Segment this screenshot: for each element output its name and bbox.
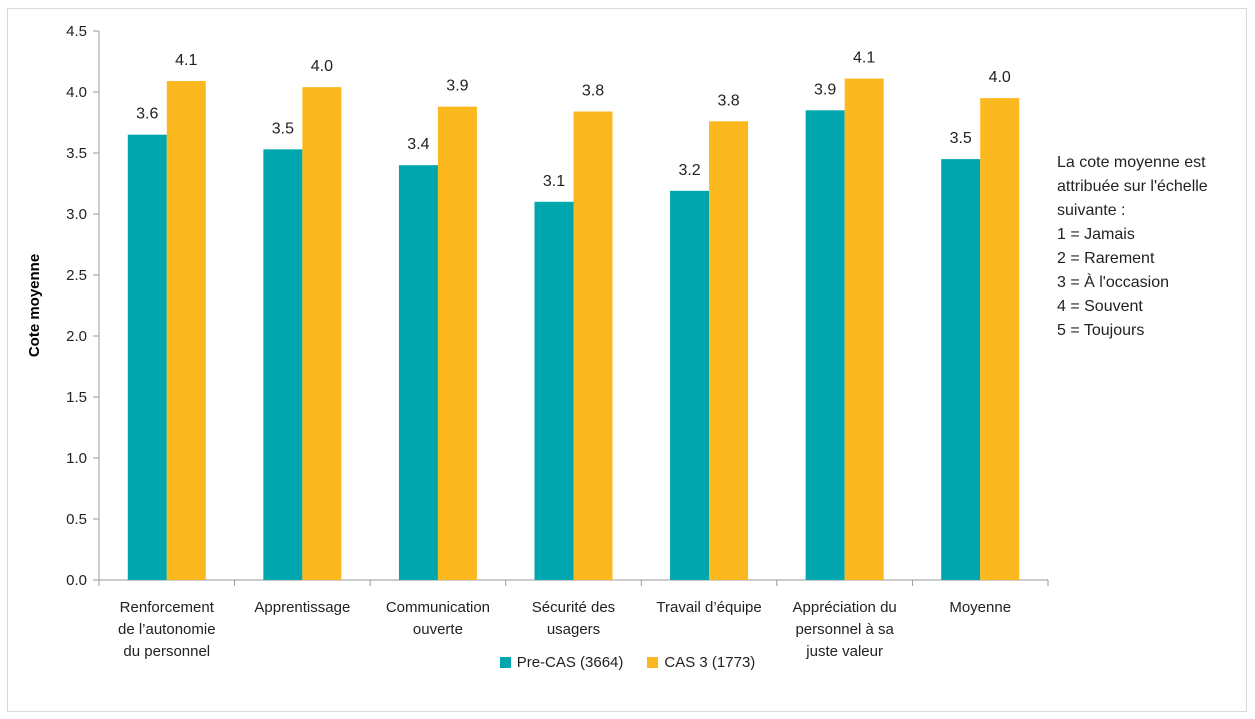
data-label: 4.0 <box>989 69 1011 86</box>
category-label: Renforcement <box>120 599 215 616</box>
data-label: 3.8 <box>582 83 604 100</box>
data-label: 4.1 <box>175 52 197 69</box>
category-label: juste valeur <box>805 643 883 660</box>
bar <box>302 87 342 581</box>
category-label: Travail d’équipe <box>656 599 761 616</box>
bar <box>670 190 710 580</box>
category-label: Apprentissage <box>254 599 350 616</box>
category-label: usagers <box>547 621 600 638</box>
bar <box>805 110 845 581</box>
data-label: 3.5 <box>950 130 972 147</box>
note-line: 3 = À l'occasion <box>1057 274 1170 291</box>
y-tick-label: 1.5 <box>66 389 87 406</box>
data-label: 3.8 <box>717 92 739 109</box>
y-tick-label: 1.0 <box>66 450 87 467</box>
note-line: 5 = Toujours <box>1057 322 1145 339</box>
data-label: 3.1 <box>543 173 565 190</box>
note-line: attribuée sur l'échelle <box>1057 178 1208 195</box>
category-label: Sécurité des <box>532 599 615 616</box>
legend: Pre-CAS (3664) CAS 3 (1773) <box>0 654 1255 671</box>
category-label: Communication <box>386 599 490 616</box>
data-label: 4.0 <box>311 58 333 75</box>
chart-frame <box>7 8 1247 712</box>
note-line: 1 = Jamais <box>1057 226 1135 243</box>
note-line: La cote moyenne est <box>1057 154 1206 171</box>
bar <box>437 106 477 580</box>
data-label: 3.5 <box>272 120 294 137</box>
bar <box>398 165 438 580</box>
bar <box>166 81 206 581</box>
y-tick-label: 0.5 <box>66 511 87 528</box>
scale-note: La cote moyenne est attribuée sur l'éche… <box>1057 151 1208 343</box>
legend-label-pre-cas: Pre-CAS (3664) <box>516 654 624 671</box>
legend-swatch-pre-cas <box>499 657 511 668</box>
legend-item-pre-cas: Pre-CAS (3664) <box>499 654 624 671</box>
data-label: 3.9 <box>814 81 836 98</box>
y-tick-label: 3.0 <box>66 206 87 223</box>
bar <box>263 149 303 580</box>
y-tick-label: 3.5 <box>66 145 87 162</box>
bar <box>127 134 167 580</box>
category-label: Moyenne <box>949 599 1011 616</box>
data-label: 3.9 <box>446 78 468 95</box>
legend-swatch-cas3 <box>647 657 659 668</box>
y-tick-label: 2.5 <box>66 267 87 284</box>
category-label: Appréciation du <box>793 599 897 616</box>
data-label: 3.4 <box>407 136 429 153</box>
legend-label-cas3: CAS 3 (1773) <box>664 654 756 671</box>
category-label: ouverte <box>413 621 463 638</box>
data-label: 3.6 <box>136 106 158 123</box>
bar <box>573 111 613 581</box>
bar <box>941 159 981 580</box>
y-tick-label: 2.0 <box>66 328 87 345</box>
y-tick-label: 0.0 <box>66 572 87 589</box>
category-label: personnel à sa <box>795 621 894 638</box>
y-tick-label: 4.0 <box>66 84 87 101</box>
note-line: 2 = Rarement <box>1057 250 1155 267</box>
legend-item-cas3: CAS 3 (1773) <box>647 654 755 671</box>
note-line: suivante : <box>1057 202 1126 219</box>
data-label: 3.2 <box>678 162 700 179</box>
bar <box>534 201 574 581</box>
data-label: 4.1 <box>853 50 875 67</box>
category-label: du personnel <box>123 643 210 660</box>
y-axis-title: Cote moyenne <box>26 254 43 357</box>
bar <box>709 121 749 580</box>
category-label: de l’autonomie <box>118 621 216 638</box>
bar <box>980 98 1020 580</box>
y-tick-label: 4.5 <box>66 23 87 40</box>
note-line: 4 = Souvent <box>1057 298 1143 315</box>
bar <box>844 78 884 580</box>
